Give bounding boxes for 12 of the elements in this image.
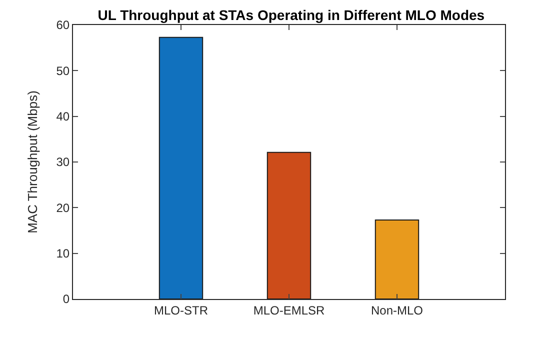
y-tick-label: 30 <box>56 155 70 170</box>
y-tick-label: 50 <box>56 64 70 78</box>
x-tick-label: MLO-STR <box>154 303 208 318</box>
y-tick-label: 0 <box>62 292 70 306</box>
x-tick-label: MLO-EMLSR <box>253 303 326 318</box>
y-tick-label: 10 <box>56 246 70 261</box>
y-axis-title: MAC Throughput (Mbps) <box>25 90 40 234</box>
y-tick-label: 60 <box>56 18 70 32</box>
chart-title: UL Throughput at STAs Operating in Different MLO Modes <box>98 6 485 23</box>
x-tick-label: Non-MLO <box>370 303 424 318</box>
y-tick-label: 40 <box>56 110 70 124</box>
y-tick-label: 20 <box>56 200 70 215</box>
